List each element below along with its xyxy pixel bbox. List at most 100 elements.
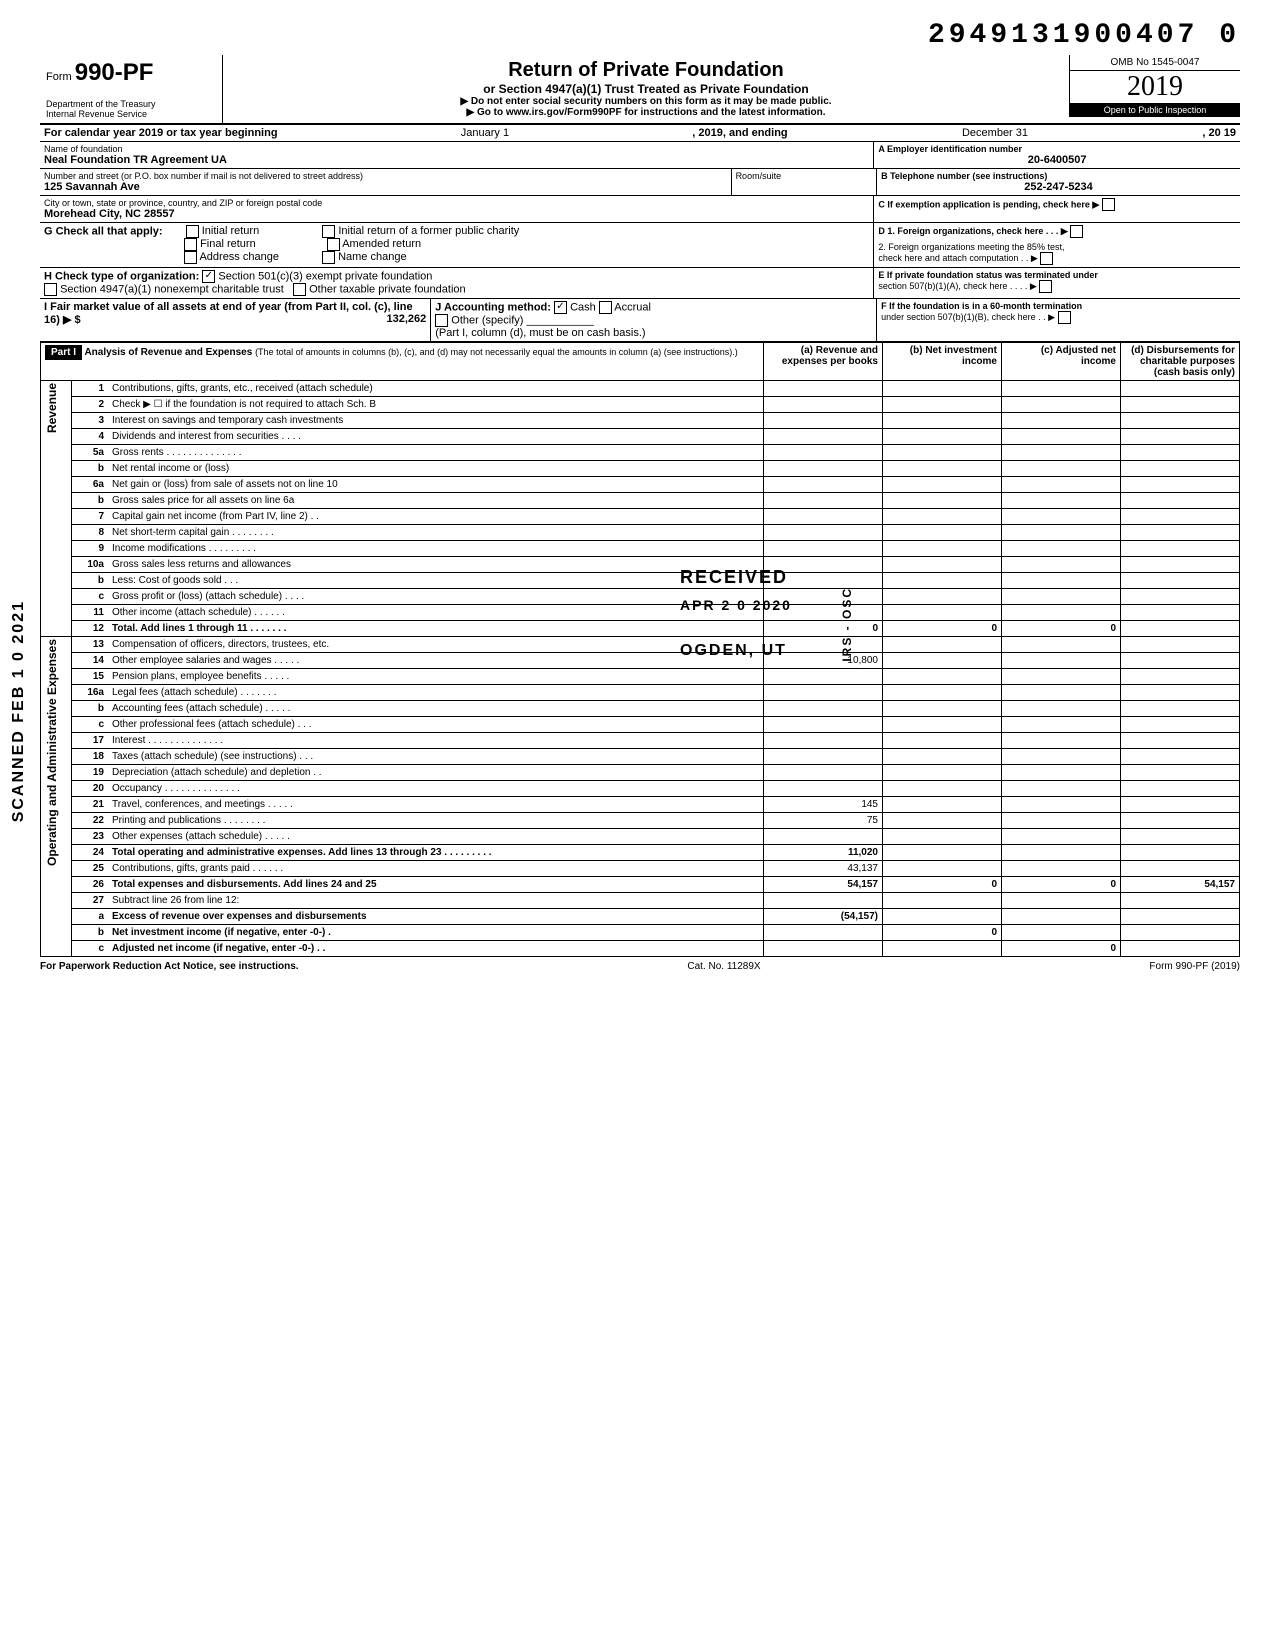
- g-initial-checkbox[interactable]: [186, 225, 199, 238]
- g-address-checkbox[interactable]: [184, 251, 197, 264]
- cell-value: [883, 477, 1002, 493]
- d2a-label: 2. Foreign organizations meeting the 85%…: [878, 242, 1236, 252]
- document-number: 2949131900407 0: [40, 20, 1240, 51]
- cell-value: [883, 605, 1002, 621]
- e-checkbox[interactable]: [1039, 280, 1052, 293]
- line-number: 25: [72, 861, 109, 877]
- line-number: b: [72, 573, 109, 589]
- cell-value: [1002, 813, 1121, 829]
- g-label: G Check all that apply:: [44, 225, 163, 237]
- form-header: Form 990-PF Department of the Treasury I…: [40, 55, 1240, 125]
- cell-value: [1002, 781, 1121, 797]
- cell-value: [1002, 573, 1121, 589]
- cell-value: [1121, 429, 1240, 445]
- line-description: Depreciation (attach schedule) and deple…: [108, 765, 764, 781]
- cell-value: [1121, 717, 1240, 733]
- j-cash-checkbox[interactable]: ✓: [554, 301, 567, 314]
- cell-value: 43,137: [764, 861, 883, 877]
- f-checkbox[interactable]: [1058, 311, 1071, 324]
- g-opt3: Initial return of a former public charit…: [338, 225, 519, 237]
- line-number: 5a: [72, 445, 109, 461]
- d1-checkbox[interactable]: [1070, 225, 1083, 238]
- line-description: Taxes (attach schedule) (see instruction…: [108, 749, 764, 765]
- h-other-checkbox[interactable]: [293, 283, 306, 296]
- ogden-stamp: OGDEN, UT: [680, 642, 787, 660]
- table-row: Revenue1Contributions, gifts, grants, et…: [41, 381, 1240, 397]
- line-number: 16a: [72, 685, 109, 701]
- cell-value: 0: [1002, 941, 1121, 957]
- j-other-checkbox[interactable]: [435, 314, 448, 327]
- cell-value: [883, 445, 1002, 461]
- g-final-checkbox[interactable]: [184, 238, 197, 251]
- dept-label: Department of the Treasury: [46, 99, 216, 109]
- j-accrual: Accrual: [614, 301, 651, 313]
- cell-value: [1002, 845, 1121, 861]
- cell-value: (54,157): [764, 909, 883, 925]
- table-row: bAccounting fees (attach schedule) . . .…: [41, 701, 1240, 717]
- cell-value: 0: [883, 877, 1002, 893]
- table-row: 4Dividends and interest from securities …: [41, 429, 1240, 445]
- irs-osc-stamp: IRS - OSC: [840, 587, 854, 662]
- cell-value: [883, 381, 1002, 397]
- cell-value: [883, 861, 1002, 877]
- line-description: Other professional fees (attach schedule…: [108, 717, 764, 733]
- cell-value: [1002, 653, 1121, 669]
- room-label: Room/suite: [736, 171, 873, 181]
- line-number: b: [72, 701, 109, 717]
- line-description: Interest . . . . . . . . . . . . . .: [108, 733, 764, 749]
- cell-value: [883, 797, 1002, 813]
- cell-value: [883, 701, 1002, 717]
- tel-value: 252-247-5234: [881, 181, 1236, 193]
- e1-label: E If private foundation status was termi…: [878, 270, 1236, 280]
- e2-label: section 507(b)(1)(A), check here . . . .…: [878, 281, 1036, 291]
- line-number: b: [72, 461, 109, 477]
- cell-value: [1002, 557, 1121, 573]
- line-description: Capital gain net income (from Part IV, l…: [108, 509, 764, 525]
- cell-value: [1121, 573, 1240, 589]
- line-description: Net investment income (if negative, ente…: [108, 925, 764, 941]
- line-description: Interest on savings and temporary cash i…: [108, 413, 764, 429]
- cell-value: [764, 477, 883, 493]
- j-accrual-checkbox[interactable]: [599, 301, 612, 314]
- line-description: Subtract line 26 from line 12:: [108, 893, 764, 909]
- f1-label: F If the foundation is in a 60-month ter…: [881, 301, 1236, 311]
- cell-value: [883, 669, 1002, 685]
- table-row: 24Total operating and administrative exp…: [41, 845, 1240, 861]
- cell-value: [1121, 813, 1240, 829]
- table-row: 6aNet gain or (loss) from sale of assets…: [41, 477, 1240, 493]
- h-501c3-checkbox[interactable]: ✓: [202, 270, 215, 283]
- form-prefix: Form: [46, 71, 72, 83]
- cell-value: [1121, 525, 1240, 541]
- line-description: Total expenses and disbursements. Add li…: [108, 877, 764, 893]
- cell-value: [764, 893, 883, 909]
- cell-value: [883, 525, 1002, 541]
- received-stamp: RECEIVED: [680, 567, 788, 588]
- cell-value: [1121, 941, 1240, 957]
- table-row: bNet rental income or (loss): [41, 461, 1240, 477]
- cell-value: [1121, 797, 1240, 813]
- g-former-checkbox[interactable]: [322, 225, 335, 238]
- line-description: Contributions, gifts, grants, etc., rece…: [108, 381, 764, 397]
- cell-value: [1121, 893, 1240, 909]
- j-other: Other (specify): [451, 314, 523, 326]
- g-opt5: Name change: [338, 251, 407, 263]
- cell-value: [764, 925, 883, 941]
- g-amended-checkbox[interactable]: [327, 238, 340, 251]
- line-description: Compensation of officers, directors, tru…: [108, 637, 764, 653]
- g-opt1: Final return: [200, 238, 256, 250]
- line-description: Printing and publications . . . . . . . …: [108, 813, 764, 829]
- c-checkbox[interactable]: [1102, 198, 1115, 211]
- h-opt2: Section 4947(a)(1) nonexempt charitable …: [60, 283, 284, 295]
- j-cash: Cash: [570, 301, 596, 313]
- line-description: Legal fees (attach schedule) . . . . . .…: [108, 685, 764, 701]
- scanned-stamp: SCANNED FEB 1 0 2021: [10, 600, 28, 822]
- cell-value: [883, 637, 1002, 653]
- cell-value: [1121, 557, 1240, 573]
- cell-value: 0: [883, 925, 1002, 941]
- cell-value: [1121, 413, 1240, 429]
- cell-value: 0: [1002, 877, 1121, 893]
- h-4947-checkbox[interactable]: [44, 283, 57, 296]
- cal-end: December 31: [792, 125, 1199, 141]
- g-name-checkbox[interactable]: [322, 251, 335, 264]
- d2-checkbox[interactable]: [1040, 252, 1053, 265]
